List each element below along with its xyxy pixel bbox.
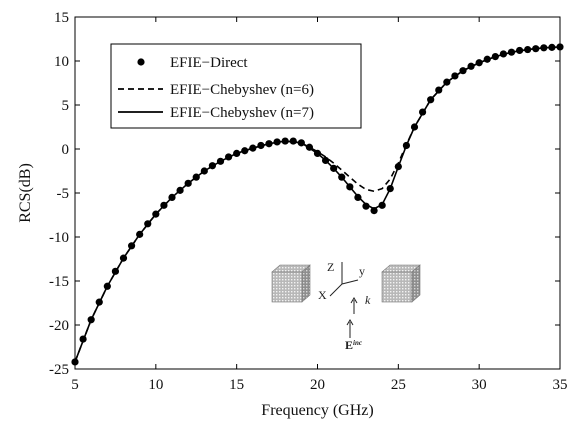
- legend-marker-direct: [137, 58, 145, 66]
- y-tick-label: -25: [49, 362, 69, 378]
- inset-axis-z-label: Z: [327, 260, 334, 274]
- x-tick-label: 20: [310, 377, 325, 393]
- x-tick-label: 35: [553, 377, 568, 393]
- x-tick-label: 15: [229, 377, 244, 393]
- x-tick-label: 5: [71, 377, 79, 393]
- inset-field-superscript: inc: [353, 339, 362, 347]
- y-axis-label: RCS(dB): [17, 163, 34, 223]
- y-tick-label: 5: [62, 98, 70, 114]
- x-tick-label: 25: [391, 377, 406, 393]
- data-point-direct: [362, 202, 370, 210]
- ticks-layer: 5 10 15 20 25 30 35 -25 -20 -15 -10 -5 0 5 10 15: [49, 10, 568, 393]
- series-line-chebyshev-n7: [74, 46, 561, 363]
- inset-wave-vector-label: k: [365, 293, 371, 307]
- y-tick-label: 15: [54, 10, 69, 26]
- y-tick-label: -5: [57, 186, 70, 202]
- data-point-direct: [370, 207, 378, 215]
- y-tick-label: -20: [49, 318, 69, 334]
- y-tick-label: 10: [54, 54, 69, 70]
- cube-left-illustration: [271, 264, 311, 303]
- inset-field-label: Einc: [345, 338, 362, 352]
- y-tick-label: -10: [49, 230, 69, 246]
- inset-field-main: E: [345, 338, 353, 352]
- x-axis-label: Frequency (GHz): [261, 402, 373, 419]
- y-tick-label: -15: [49, 274, 69, 290]
- legend-box: [110, 43, 362, 129]
- inset-axis-y-label: y: [359, 264, 365, 278]
- legend-label-chebyshev-n6: EFIE−Chebyshev (n=6): [170, 82, 314, 98]
- geometry-inset: Z y X k Einc: [271, 260, 421, 352]
- x-tick-label: 30: [472, 377, 487, 393]
- inset-axis-x-label: X: [318, 288, 327, 302]
- legend-label-chebyshev-n7: EFIE−Chebyshev (n=7): [170, 105, 314, 121]
- cube-right-illustration: [381, 264, 421, 303]
- legend: EFIE−Direct EFIE−Chebyshev (n=6) EFIE−Ch…: [110, 43, 362, 129]
- y-tick-label: 0: [62, 142, 70, 158]
- x-tick-label: 10: [148, 377, 163, 393]
- axes-triad-icon: [329, 262, 359, 338]
- legend-label-direct: EFIE−Direct: [170, 55, 248, 71]
